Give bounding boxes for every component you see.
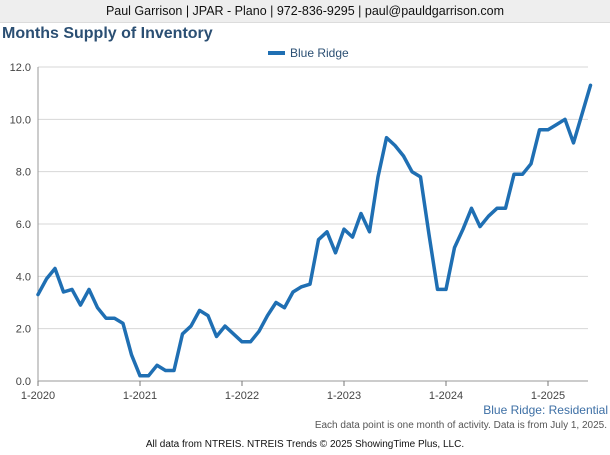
y-tick-label: 10.0 — [10, 114, 31, 126]
x-tick-label: 1-2023 — [327, 390, 361, 402]
series-line-blue-ridge — [36, 83, 593, 378]
chart-title: Months Supply of Inventory — [2, 25, 213, 42]
contact-header: Paul Garrison | JPAR - Plano | 972-836-9… — [0, 0, 610, 23]
series-caption: Blue Ridge: Residential — [483, 403, 608, 417]
y-tick-label: 0.0 — [16, 376, 31, 388]
x-tick-label: 1-2024 — [429, 390, 463, 402]
y-tick-label: 2.0 — [16, 324, 31, 336]
data-note: Each data point is one month of activity… — [314, 420, 607, 431]
legend-label: Blue Ridge — [290, 46, 349, 60]
data-source: All data from NTREIS. NTREIS Trends © 20… — [145, 439, 465, 450]
x-tick-label: 1-2021 — [123, 390, 157, 402]
x-tick-label: 1-2025 — [531, 390, 565, 402]
y-tick-label: 4.0 — [16, 271, 31, 283]
y-tick-label: 12.0 — [10, 62, 31, 74]
x-tick-label: 1-2022 — [225, 390, 259, 402]
x-tick-label: 1-2020 — [21, 390, 55, 402]
y-tick-label: 6.0 — [16, 219, 31, 231]
y-tick-label: 8.0 — [16, 167, 31, 179]
